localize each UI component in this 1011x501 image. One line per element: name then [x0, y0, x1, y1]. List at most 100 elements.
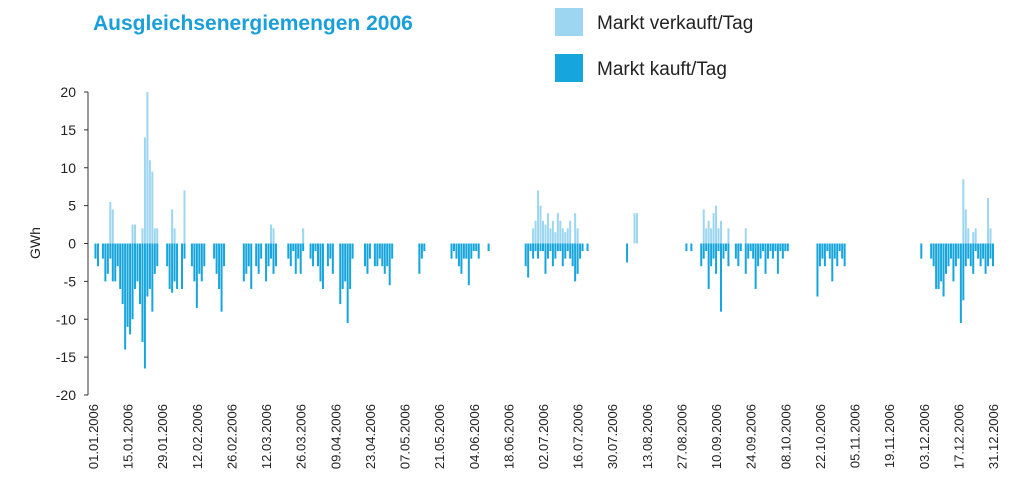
bar: [319, 243, 322, 282]
bar: [156, 243, 159, 267]
bar: [129, 243, 132, 335]
bar: [579, 243, 582, 259]
bar: [974, 228, 977, 244]
bar: [388, 243, 391, 286]
bar: [757, 243, 760, 267]
y-tick-label: 10: [60, 160, 76, 176]
bar: [546, 243, 549, 259]
bar: [391, 243, 394, 259]
bar: [554, 232, 557, 244]
bar: [257, 243, 260, 274]
bar: [967, 243, 970, 259]
bar: [764, 243, 767, 274]
bar: [957, 243, 960, 259]
bar: [148, 243, 151, 289]
bar: [534, 243, 537, 252]
bar: [722, 243, 725, 259]
bar: [930, 243, 933, 259]
legend-swatch: [555, 54, 583, 82]
bar: [487, 243, 490, 252]
bar: [586, 243, 589, 252]
bar: [326, 243, 329, 267]
bar: [987, 243, 990, 267]
bar: [964, 209, 967, 244]
bar: [754, 243, 757, 289]
bar: [215, 243, 218, 274]
bar: [546, 213, 549, 244]
bar: [982, 243, 985, 259]
bar: [707, 220, 710, 244]
bar: [134, 243, 137, 289]
bar: [418, 243, 421, 274]
bar: [551, 220, 554, 244]
bar: [705, 243, 708, 252]
bar: [131, 243, 134, 320]
bar: [554, 243, 557, 259]
bar: [974, 243, 977, 252]
x-tick-label: 31.12.2006: [986, 404, 1001, 469]
x-tick-label: 19.11.2006: [882, 404, 897, 468]
bar: [173, 228, 176, 244]
bar: [299, 243, 302, 274]
bar: [329, 243, 332, 259]
bar: [124, 243, 127, 350]
bar: [843, 243, 846, 267]
bar: [818, 243, 821, 267]
bar: [141, 228, 144, 244]
bar: [967, 228, 970, 244]
bar: [821, 243, 824, 259]
bar: [386, 243, 389, 267]
bar: [109, 243, 112, 259]
bar: [744, 228, 747, 244]
bar: [420, 243, 423, 259]
bar: [339, 243, 342, 305]
x-tick-label: 23.04.2006: [363, 404, 378, 469]
bar: [727, 243, 730, 267]
bar: [633, 213, 636, 244]
bar: [700, 243, 703, 267]
bar: [452, 243, 455, 252]
bar: [297, 243, 300, 259]
bar: [937, 243, 940, 289]
bar: [542, 243, 544, 252]
x-tick-label: 10.09.2006: [709, 404, 724, 469]
bar: [556, 243, 559, 252]
bar: [126, 243, 129, 327]
bar: [131, 224, 134, 244]
bar: [460, 243, 463, 274]
bar: [314, 243, 317, 252]
bar: [423, 243, 426, 252]
bar: [571, 243, 574, 267]
bar: [836, 243, 839, 267]
bar: [309, 243, 312, 259]
bar: [223, 243, 226, 267]
bar: [841, 243, 844, 259]
bar: [739, 243, 742, 252]
bar: [954, 243, 957, 267]
bar: [302, 228, 305, 244]
bar: [143, 137, 146, 244]
x-tick-label: 21.05.2006: [432, 404, 447, 469]
bar: [136, 243, 139, 282]
bar: [134, 224, 137, 244]
bar: [556, 213, 559, 244]
x-tick-label: 01.01.2006: [86, 404, 101, 469]
bar: [173, 243, 176, 282]
bar: [744, 243, 747, 274]
bar: [274, 243, 277, 267]
bar: [255, 243, 258, 267]
bar: [302, 243, 305, 252]
bar: [569, 243, 572, 259]
bar: [171, 209, 174, 244]
bar: [712, 243, 715, 259]
bar: [720, 243, 723, 312]
y-axis-label: GWh: [27, 227, 43, 259]
bar: [111, 243, 114, 282]
legend-swatch: [555, 8, 583, 36]
bar: [734, 243, 737, 259]
bar: [534, 220, 537, 244]
y-tick-label: -10: [56, 311, 76, 327]
bar: [153, 228, 156, 244]
x-tick-label: 16.07.2006: [571, 404, 586, 469]
bar: [289, 243, 292, 267]
